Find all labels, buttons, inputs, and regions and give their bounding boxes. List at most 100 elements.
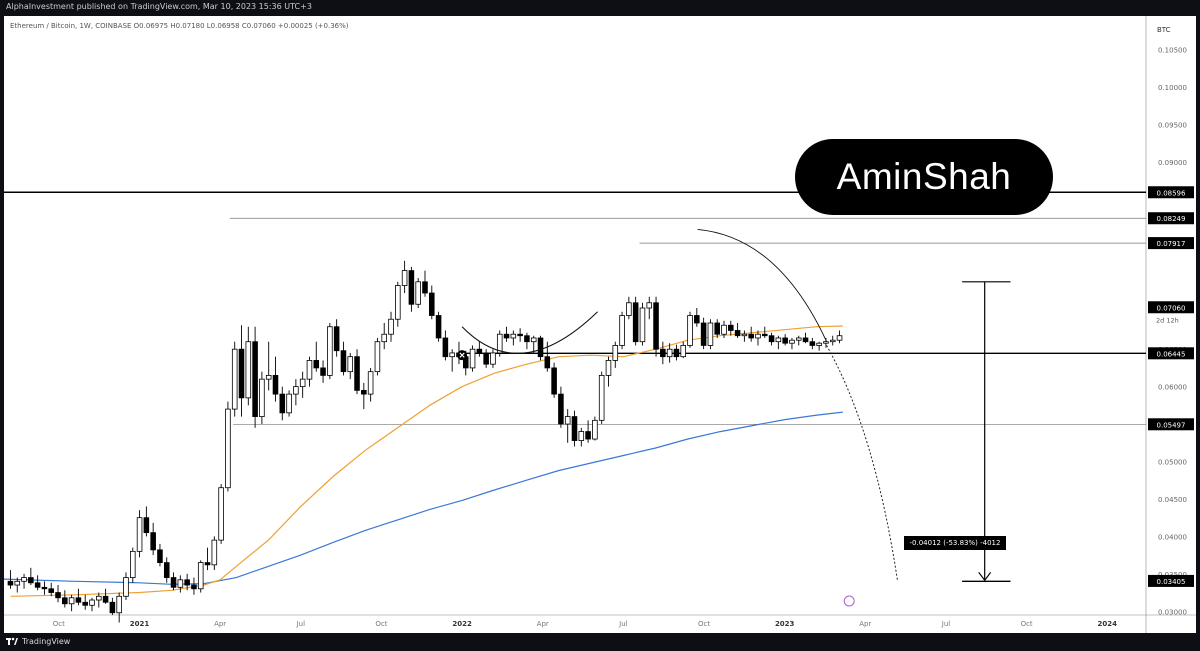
x-tick-label: 2023 — [775, 620, 795, 628]
candle-body — [795, 337, 802, 341]
chart-area[interactable]: 0.105000.100000.095000.090000.065000.060… — [4, 16, 1196, 633]
candle-body — [21, 577, 27, 582]
candle-body — [619, 315, 625, 346]
candle-body — [816, 342, 822, 346]
candle-body — [136, 517, 143, 552]
alert-marker-cross — [459, 352, 465, 358]
candle-body — [306, 360, 313, 380]
candle-body — [96, 595, 102, 601]
candle-body — [320, 367, 326, 376]
x-tick-label: Jul — [941, 620, 951, 628]
candle-body — [354, 356, 360, 391]
price-label-text: 0.07917 — [1157, 240, 1186, 248]
candle-body — [75, 597, 82, 603]
y-tick-label: 0.10000 — [1158, 84, 1187, 92]
price-label-box — [1148, 186, 1194, 199]
candle-body — [435, 315, 442, 339]
top-arc-line[interactable] — [697, 228, 828, 342]
candle-body — [836, 335, 843, 341]
candle-body — [150, 532, 156, 551]
candle-body — [143, 517, 150, 534]
candle-body — [653, 302, 659, 350]
candle-body — [327, 326, 333, 376]
candle-body — [646, 302, 653, 309]
moving-average-short-line — [10, 325, 843, 597]
candle-body — [109, 601, 116, 614]
candle-body — [62, 597, 68, 605]
candle-body — [809, 341, 816, 346]
currency-label: BTC — [1157, 26, 1171, 34]
event-icon[interactable] — [843, 595, 855, 607]
y-tick-label: 0.05000 — [1158, 459, 1187, 467]
candle-body — [666, 348, 673, 358]
candle-body — [823, 341, 829, 344]
candle-body — [286, 393, 292, 414]
x-tick-label: Jul — [296, 620, 306, 628]
x-tick-label: 2022 — [452, 620, 472, 628]
candle-body — [123, 577, 129, 597]
candle-body — [768, 335, 775, 343]
candle-body — [68, 597, 75, 605]
candle-body — [299, 378, 306, 388]
candle-body — [673, 348, 680, 358]
candle-body — [204, 562, 211, 566]
candle-body — [415, 281, 421, 305]
candle-body — [680, 345, 687, 358]
brand-text: TradingView — [22, 637, 71, 646]
candle-body — [313, 360, 320, 369]
candle-body — [129, 550, 136, 578]
candle-body — [694, 315, 700, 324]
candle-body — [361, 389, 367, 395]
candle-body — [496, 333, 503, 354]
candle-body — [218, 487, 224, 541]
measure-label: -0.04012 (-53.83%) -4012 — [904, 536, 1006, 550]
candle-body — [558, 393, 564, 425]
candle-body — [469, 348, 476, 369]
candle-body — [734, 330, 741, 337]
candle-body — [537, 337, 544, 358]
candle-body — [585, 431, 591, 440]
price-label-box — [1148, 574, 1194, 587]
candle-body — [639, 307, 646, 343]
candle-body — [660, 348, 666, 358]
price-label-text: 0.07060 — [1157, 304, 1186, 312]
x-tick-label: Oct — [1021, 620, 1033, 628]
candle-body — [483, 352, 489, 365]
candle-body — [184, 579, 190, 586]
price-label-box — [1148, 212, 1194, 225]
candle-body — [238, 348, 245, 399]
candle-body — [265, 374, 272, 380]
bottom-bar: TradingView — [0, 633, 1200, 651]
chart-svg[interactable]: 0.105000.100000.095000.090000.065000.060… — [4, 16, 1196, 633]
x-tick-label: Apr — [537, 620, 549, 628]
candle-body — [259, 378, 265, 417]
candle-body — [721, 324, 727, 335]
candle-body — [429, 292, 435, 316]
candle-body — [116, 595, 122, 614]
price-label-text: 0.03405 — [1157, 578, 1186, 586]
candle-body — [170, 577, 177, 588]
chart-background — [4, 16, 1196, 633]
projection-dashed-line[interactable] — [826, 345, 899, 582]
cup-arc-line[interactable] — [461, 311, 598, 354]
candle-body — [347, 356, 354, 373]
candle-body — [333, 326, 340, 352]
candle-body — [197, 562, 204, 590]
candle-body — [34, 582, 41, 588]
x-tick-label: 2021 — [130, 620, 150, 628]
candle-body — [612, 345, 619, 361]
moving-average-long-line — [4, 411, 843, 585]
candle-body — [177, 579, 184, 588]
author-watermark: AminShah — [795, 139, 1053, 215]
candle-body — [48, 588, 55, 593]
candle-body — [510, 333, 517, 339]
price-label-text: 0.08249 — [1157, 215, 1186, 223]
candle-body — [802, 337, 809, 343]
candle-body — [748, 333, 754, 339]
candle-body — [728, 324, 734, 331]
y-tick-label: 0.03500 — [1158, 571, 1187, 579]
candle-body — [755, 333, 761, 339]
candle-body — [395, 285, 401, 320]
measure-arrow-head — [978, 571, 992, 582]
candle-body — [422, 281, 428, 294]
